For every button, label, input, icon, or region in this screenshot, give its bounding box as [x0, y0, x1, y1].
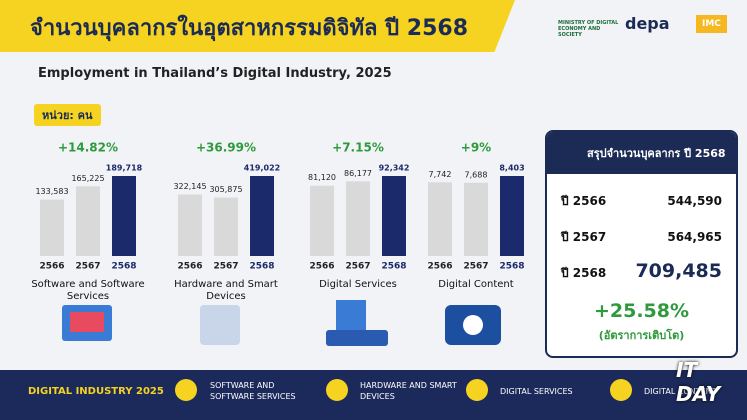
chart-title: Software and Software Services	[31, 279, 145, 302]
footer-item: DIGITAL SERVICES	[500, 387, 573, 396]
x-tick-label: 2566	[309, 262, 334, 272]
summary-row: ปี 2568 709,485	[561, 260, 722, 283]
value-label: 322,145	[173, 182, 206, 191]
growth: +25.58%	[593, 300, 690, 322]
summary-title: สรุปจำนวนบุคลากร ปี 2568	[547, 132, 736, 174]
year: ปี 2568	[561, 266, 607, 280]
x-tick-label: 2568	[111, 262, 136, 272]
bar	[214, 197, 238, 256]
value-label: 165,225	[71, 174, 104, 183]
value-label: 7,688	[465, 170, 488, 179]
footer-icon	[610, 379, 632, 401]
chart-title: Digital Content	[438, 279, 514, 290]
value: 709,485	[635, 260, 722, 282]
title-band	[0, 0, 515, 52]
value: 544,590	[667, 194, 722, 208]
icon	[326, 330, 388, 346]
growth-label: (อัตราการเติบโต)	[598, 329, 685, 342]
chart-title: Digital Services	[319, 279, 397, 290]
footer-icon	[326, 379, 348, 401]
value-label: 133,583	[35, 187, 68, 196]
bar	[112, 176, 136, 256]
x-tick-label: 2567	[463, 262, 488, 272]
summary-box: สรุปจำนวนบุคลากร ปี 2568 ปี 2566 544,590 …	[545, 130, 738, 358]
bar	[464, 182, 488, 256]
bar	[310, 185, 334, 256]
bar	[428, 182, 452, 256]
bar	[40, 199, 64, 256]
unit: หน่วย: คน	[34, 104, 101, 126]
growth-label: +7.15%	[332, 141, 384, 155]
chart-title: Hardware and Smart Devices	[174, 279, 278, 302]
subtitle: Employment in Thailand’s Digital Industr…	[38, 66, 392, 81]
footer-item: SOFTWARE AND SOFTWARE SERVICES	[210, 381, 296, 401]
value-label: 92,342	[379, 164, 410, 173]
x-tick-label: 2567	[75, 262, 100, 272]
value-label: 86,177	[344, 169, 372, 178]
icon	[463, 315, 483, 335]
value-label: 8,403	[499, 164, 524, 173]
footer-icon	[466, 379, 488, 401]
footer-title: DIGITAL INDUSTRY 2025	[28, 386, 164, 397]
x-tick-label: 2567	[345, 262, 370, 272]
bar	[500, 176, 524, 256]
footer-item: HARDWARE AND SMART DEVICES	[360, 381, 457, 401]
charts: +14.82% 133,583 2566 165,225 2567 189,718 2568…	[35, 141, 525, 346]
bar	[178, 194, 202, 256]
growth-label: +14.82%	[58, 141, 118, 155]
x-tick-label: 2567	[213, 262, 238, 272]
title: จำนวนบุคลากรในอุตสาหกรรมดิจิทัล ปี 2568	[30, 16, 469, 41]
x-tick-label: 2566	[177, 262, 202, 272]
x-tick-label: 2566	[427, 262, 452, 272]
value: 564,965	[667, 230, 722, 244]
logo: MINISTRY OF DIGITAL ECONOMY AND SOCIETY	[558, 20, 619, 38]
value-label: 419,022	[244, 164, 280, 173]
watermark: IT DAY	[676, 358, 721, 406]
bar	[250, 176, 274, 256]
bar	[76, 186, 100, 256]
icons	[62, 300, 501, 346]
growth-label: +9%	[461, 141, 491, 155]
footer-item: DIGITAL CONTENT	[644, 387, 717, 396]
x-tick-label: 2568	[381, 262, 406, 272]
summary-row: ปี 2567 564,965	[561, 228, 722, 247]
growth-label: +36.99%	[196, 141, 256, 155]
icon	[336, 300, 366, 330]
bar	[346, 181, 370, 256]
x-tick-label: 2568	[249, 262, 274, 272]
icon	[200, 305, 240, 345]
x-tick-label: 2566	[39, 262, 64, 272]
value-label: 189,718	[106, 164, 143, 173]
bar	[382, 176, 406, 256]
logo: depa	[625, 14, 670, 33]
x-tick-label: 2568	[499, 262, 524, 272]
icon	[70, 312, 104, 332]
logo: IMC	[696, 15, 727, 33]
year: ปี 2567	[561, 230, 607, 244]
footer-icon	[175, 379, 197, 401]
year: ปี 2566	[561, 194, 607, 208]
value-label: 7,742	[429, 170, 452, 179]
value-label: 305,875	[209, 185, 242, 194]
value-label: 81,120	[308, 173, 336, 182]
summary-row: ปี 2566 544,590	[561, 192, 722, 211]
